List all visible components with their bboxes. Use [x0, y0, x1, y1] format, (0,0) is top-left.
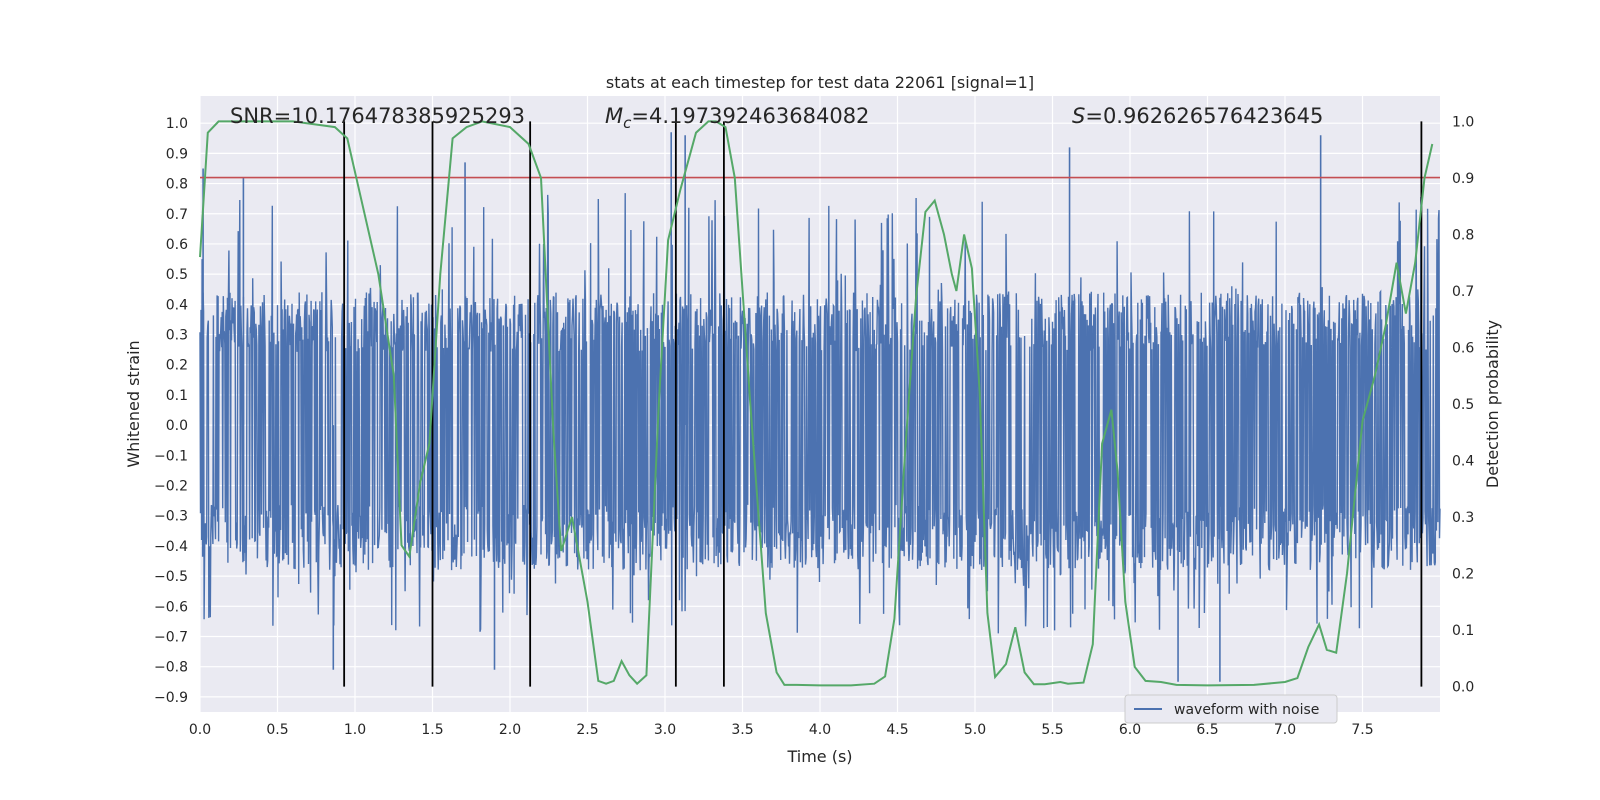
x-tick-label: 3.5	[731, 722, 753, 738]
x-tick-label: 3.0	[654, 722, 676, 738]
y-tick-label: −0.7	[154, 630, 188, 646]
chirp-mass-symbol: M	[605, 104, 623, 128]
y-tick-label: 0.5	[166, 267, 188, 283]
x-tick-label: 5.5	[1041, 722, 1063, 738]
chart-title: stats at each timestep for test data 220…	[606, 73, 1034, 92]
y2-axis-ticks: 1.0 0.9 0.8 0.7 0.6 0.5 0.4 0.3 0.2 0.1 0.0	[1452, 114, 1474, 695]
y-tick-label: 0.9	[166, 146, 188, 162]
y2-tick-label: 0.6	[1452, 340, 1474, 356]
y-tick-label: −0.4	[154, 539, 188, 555]
y-tick-label: −0.1	[154, 448, 188, 464]
y-tick-label: 0.0	[166, 418, 188, 434]
x-axis-label: Time (s)	[786, 747, 852, 766]
y-tick-label: 0.4	[166, 297, 188, 313]
y2-tick-label: 0.1	[1452, 623, 1474, 639]
y-tick-label: −0.6	[154, 599, 188, 615]
y-tick-label: 0.8	[166, 177, 188, 193]
x-tick-label: 5.0	[964, 722, 986, 738]
x-tick-label: 0.0	[189, 722, 211, 738]
y-tick-label: −0.5	[154, 569, 188, 585]
snr-annotation: SNR=10.176478385925293	[230, 104, 525, 128]
y2-tick-label: 0.0	[1452, 680, 1474, 696]
x-tick-label: 7.0	[1274, 722, 1296, 738]
probability-line	[199, 120, 1434, 687]
y-tick-label: 1.0	[166, 116, 188, 132]
legend-box	[1124, 694, 1338, 724]
chirp-mass-subscript: c	[623, 114, 632, 132]
y-axis-label: Whitened strain	[124, 340, 143, 467]
x-tick-label: 4.5	[886, 722, 908, 738]
y-tick-label: 0.7	[166, 207, 188, 223]
y-tick-label: −0.9	[154, 690, 188, 706]
legend: waveform with noise	[1124, 694, 1338, 724]
x-tick-label: 4.0	[809, 722, 831, 738]
x-tick-label: 0.5	[266, 722, 288, 738]
y-tick-label: −0.3	[154, 509, 188, 525]
score-value: =0.962626576423645	[1085, 104, 1323, 128]
x-tick-label: 6.5	[1196, 722, 1218, 738]
y2-tick-label: 0.4	[1452, 454, 1474, 470]
chirp-mass-annotation: Mc=4.197392463684082	[605, 104, 869, 132]
y-tick-label: 0.2	[166, 358, 188, 374]
y2-tick-label: 0.9	[1452, 171, 1474, 187]
y-tick-label: −0.8	[154, 660, 188, 676]
y2-tick-label: 0.5	[1452, 397, 1474, 413]
detection-probability-series	[199, 120, 1434, 687]
x-tick-label: 2.5	[576, 722, 598, 738]
y2-axis-label: Detection probability	[1483, 320, 1502, 488]
y-axis-ticks: 1.0 0.9 0.8 0.7 0.6 0.5 0.4 0.3 0.2 0.1 0.0 −0.1 −0.…	[154, 116, 188, 706]
y-tick-label: 0.1	[166, 388, 188, 404]
x-tick-label: 1.0	[344, 722, 366, 738]
y2-tick-label: 0.2	[1452, 567, 1474, 583]
score-annotation: S=0.962626576423645	[1072, 104, 1323, 128]
y-tick-label: 0.6	[166, 237, 188, 253]
score-symbol: S	[1072, 104, 1085, 128]
x-tick-label: 1.5	[421, 722, 443, 738]
y-tick-label: 0.3	[166, 328, 188, 344]
legend-label: waveform with noise	[1174, 702, 1319, 718]
x-tick-label: 2.0	[499, 722, 521, 738]
waveform-line	[199, 193, 1441, 634]
chirp-mass-value: =4.197392463684082	[631, 104, 869, 128]
y2-tick-label: 0.7	[1452, 284, 1474, 300]
y2-tick-label: 1.0	[1452, 114, 1474, 130]
y2-tick-label: 0.3	[1452, 510, 1474, 526]
y-tick-label: −0.2	[154, 479, 188, 495]
x-tick-label: 7.5	[1351, 722, 1373, 738]
x-axis-ticks: 0.0 0.5 1.0 1.5 2.0 2.5 3.0 3.5 4.0 4.5 5.0 5.5 6.0 6…	[189, 722, 1374, 738]
y2-tick-label: 0.8	[1452, 227, 1474, 243]
x-tick-label: 6.0	[1119, 722, 1141, 738]
